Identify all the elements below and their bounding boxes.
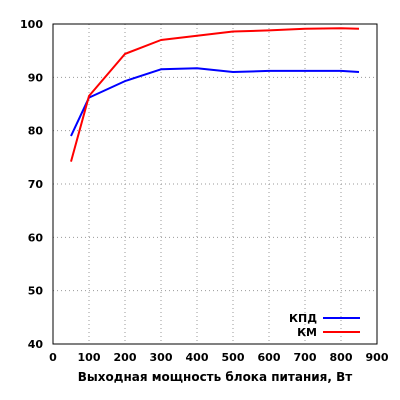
x-tick-label: 700 [294,351,317,364]
y-tick-label: 40 [28,338,44,351]
legend-label-2: КМ [297,326,317,339]
y-tick-label: 100 [20,18,43,31]
y-tick-label: 50 [28,285,44,298]
x-tick-label: 900 [366,351,389,364]
x-tick-label: 400 [186,351,209,364]
plot-frame [52,23,378,345]
x-tick-label: 600 [258,351,281,364]
grid [53,24,377,344]
y-tick-label: 60 [28,231,44,244]
series-line-2 [70,27,360,162]
x-tick-label: 500 [222,351,245,364]
x-tick-label: 800 [330,351,353,364]
y-tick-label: 80 [28,125,44,138]
x-axis-title: Выходная мощность блока питания, Вт [78,370,353,384]
x-tick-label: 300 [150,351,173,364]
y-tick-label: 70 [28,178,44,191]
legend-label-1: КПД [289,312,317,325]
y-tick-label: 90 [28,71,44,84]
tick-labels: 0 100 200 300 400 500 600 700 800 900 40 50 60 70 80 90… [20,18,389,364]
series-line-1 [70,67,360,137]
x-tick-label: 100 [78,351,101,364]
x-tick-label: 0 [49,351,57,364]
x-tick-label: 200 [114,351,137,364]
series [70,27,360,162]
